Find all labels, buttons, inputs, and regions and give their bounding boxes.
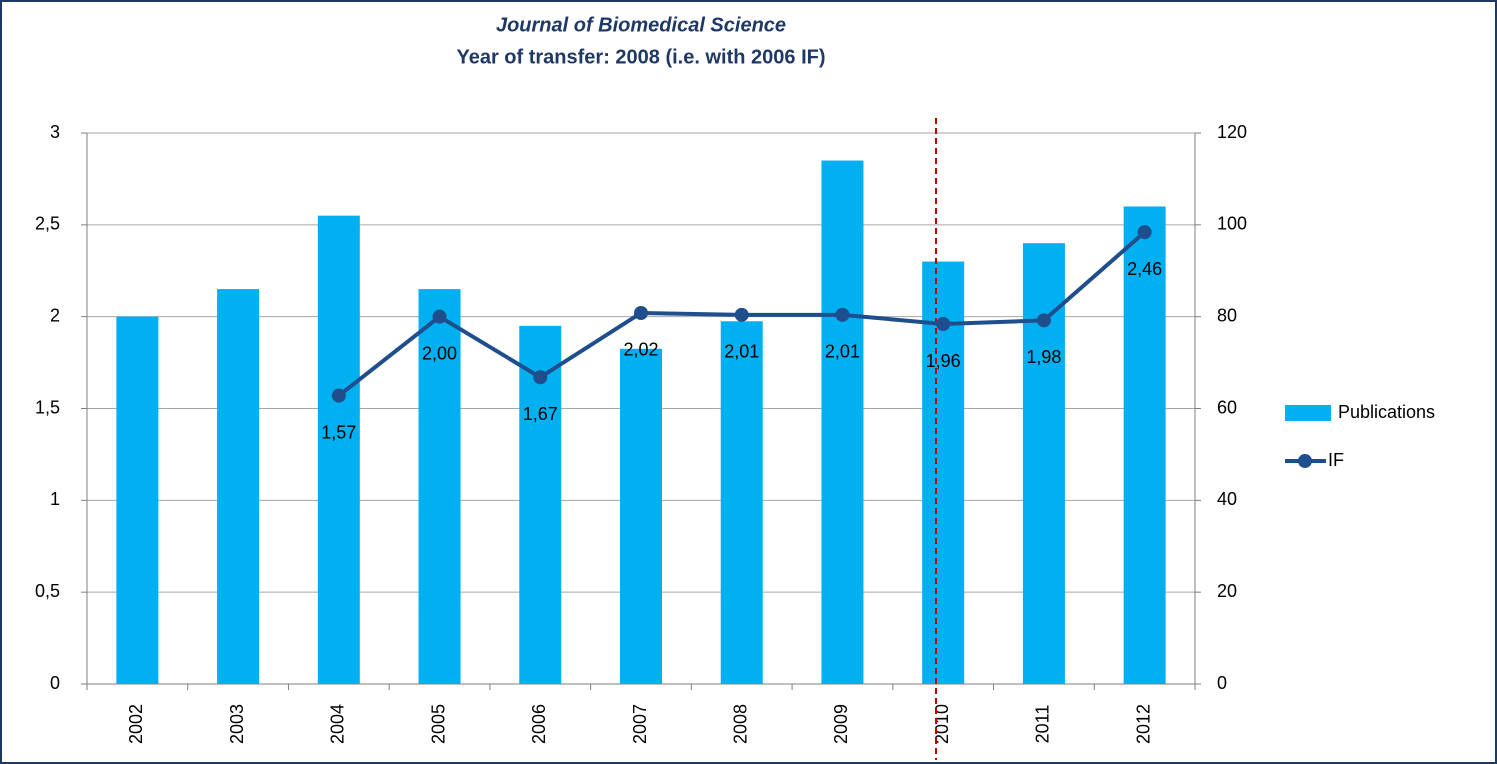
bar	[620, 348, 662, 684]
y-tick-label: 2,5	[35, 214, 60, 234]
data-label: 2,46	[1127, 259, 1162, 279]
legend-label: IF	[1328, 450, 1344, 470]
point	[835, 307, 850, 322]
x-tick-label: 2005	[428, 704, 448, 744]
y-tick-label: 2	[50, 305, 60, 325]
y2-tick-label: 20	[1217, 581, 1237, 601]
x-tick-label: 2008	[730, 704, 750, 744]
point	[936, 317, 951, 332]
y2-tick-label: 60	[1217, 397, 1237, 417]
y-tick-label: 1	[50, 489, 60, 509]
bar	[1123, 206, 1166, 684]
point	[432, 309, 447, 324]
y2-tick-label: 0	[1217, 673, 1227, 693]
bar	[418, 289, 461, 684]
y-tick-label: 1,5	[35, 397, 60, 417]
x-tick-label: 2012	[1133, 704, 1153, 744]
bar	[217, 289, 260, 684]
x-tick-label: 2010	[932, 704, 952, 744]
y2-tick-label: 120	[1217, 122, 1247, 142]
data-label: 1,96	[926, 351, 961, 371]
data-label: 1,57	[321, 422, 356, 442]
data-label: 2,01	[724, 342, 759, 362]
point	[331, 388, 346, 403]
x-tick-label: 2003	[227, 704, 247, 744]
data-label: 2,00	[422, 343, 457, 363]
point	[1137, 225, 1152, 240]
y-tick-label: 3	[50, 122, 60, 142]
point	[734, 307, 749, 322]
chart-title: Journal of Biomedical Science	[496, 14, 786, 36]
bar	[317, 215, 360, 684]
data-label: 1,98	[1026, 347, 1061, 367]
point	[634, 305, 648, 320]
chart-subtitle: Year of transfer: 2008 (i.e. with 2006 I…	[456, 46, 825, 68]
data-label: 2,01	[825, 342, 860, 362]
y-tick-label: 0	[50, 673, 60, 693]
x-tick-label: 2004	[328, 704, 348, 744]
y2-tick-label: 80	[1217, 305, 1237, 325]
data-label: 1,67	[523, 404, 558, 424]
point	[1036, 313, 1051, 328]
point	[533, 370, 548, 385]
x-tick-label: 2009	[831, 704, 851, 744]
x-tick-label: 2002	[126, 704, 146, 744]
x-tick-label: 2011	[1033, 705, 1053, 744]
bar	[720, 321, 763, 684]
bar	[922, 261, 965, 684]
legend-swatch	[1285, 405, 1331, 421]
data-label: 2,02	[623, 340, 658, 360]
bar	[116, 316, 159, 684]
legend-swatch	[1298, 454, 1312, 468]
x-tick-label: 2006	[529, 704, 549, 744]
bar	[519, 325, 562, 684]
legend-label: Publications	[1338, 402, 1435, 422]
bar	[821, 160, 864, 685]
y-tick-label: 0,5	[35, 581, 60, 601]
y2-tick-label: 100	[1217, 214, 1247, 234]
x-tick-label: 2007	[630, 704, 650, 744]
y2-tick-label: 40	[1217, 489, 1237, 509]
